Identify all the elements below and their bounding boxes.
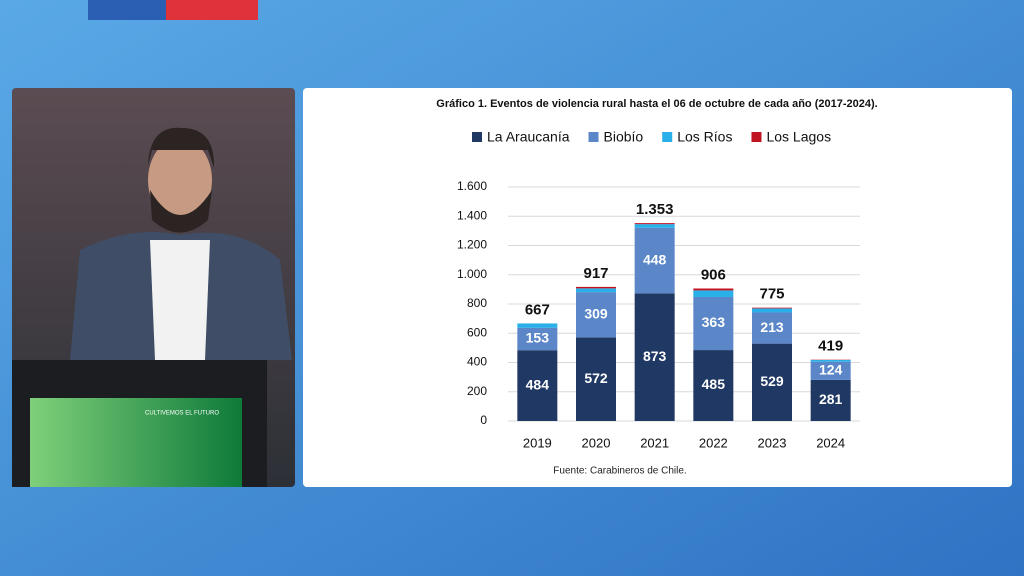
total-label: 906 [701, 266, 726, 283]
legend-label: La Araucanía [487, 129, 570, 145]
x-tick-label: 2023 [758, 435, 787, 450]
source: Fuente: Carabineros de Chile. [553, 466, 686, 477]
x-tick-label: 2020 [582, 435, 611, 450]
legend-swatch [588, 132, 599, 142]
data-label: 213 [760, 319, 784, 335]
legend-label: Los Ríos [677, 129, 732, 145]
legend-swatch [751, 132, 762, 142]
y-tick-label: 1.000 [457, 267, 487, 281]
x-tick-label: 2024 [816, 435, 845, 450]
total-label: 667 [525, 301, 550, 318]
data-label: 153 [526, 330, 550, 346]
bar-segment [693, 296, 734, 351]
total-label: 419 [818, 338, 843, 355]
y-tick-label: 800 [467, 296, 487, 310]
flag-red [166, 0, 258, 20]
bar-segment [517, 350, 558, 421]
legend-label: Los Lagos [766, 129, 831, 145]
y-tick-label: 1.200 [457, 238, 487, 252]
total-label: 1.353 [636, 201, 674, 218]
y-tick-label: 1.400 [457, 208, 487, 222]
bar-segment [752, 307, 792, 309]
y-tick-label: 0 [480, 413, 487, 427]
bar-segment [576, 292, 616, 338]
data-label: 484 [526, 376, 550, 392]
bar-segment [752, 308, 792, 313]
y-tick-label: 400 [467, 355, 487, 369]
bar-segment [634, 223, 675, 225]
video-panel: CULTIVEMOS EL FUTURO [12, 88, 295, 487]
bar-segment [634, 224, 675, 228]
bar-segment [752, 343, 792, 421]
data-label: 124 [819, 362, 843, 378]
bar-segment [576, 288, 616, 293]
bar-segment [693, 290, 734, 297]
chart-title: Gráfico 1. Eventos de violencia rural ha… [436, 98, 877, 110]
data-label: 529 [760, 373, 784, 389]
bar-segment [517, 327, 558, 351]
data-label: 873 [643, 348, 667, 364]
bar-segment [517, 323, 558, 328]
bar-segment [810, 361, 851, 380]
flag-blue [88, 0, 166, 20]
legend-swatch [472, 132, 482, 142]
legend-swatch [662, 132, 673, 142]
y-tick-label: 1.600 [457, 179, 487, 193]
bar-segment [576, 337, 616, 421]
bar-segment [576, 286, 616, 289]
data-label: 448 [643, 251, 667, 267]
data-label: 363 [702, 314, 726, 330]
data-label: 485 [702, 376, 726, 392]
total-label: 775 [759, 286, 784, 303]
data-label: 281 [819, 391, 843, 407]
legend-label: Biobío [604, 129, 644, 145]
total-label: 917 [583, 265, 608, 282]
bar-segment [693, 288, 734, 291]
bar-segment [634, 293, 675, 421]
x-tick-label: 2022 [699, 435, 728, 450]
data-label: 309 [584, 305, 608, 321]
podium-text: CULTIVEMOS EL FUTURO [145, 411, 219, 417]
bar-segment [810, 379, 851, 421]
bar-segment [693, 350, 734, 421]
y-tick-label: 600 [467, 325, 487, 339]
bar-segment [810, 360, 851, 362]
x-tick-label: 2021 [640, 435, 669, 450]
y-tick-label: 200 [467, 384, 487, 398]
data-label: 572 [584, 370, 608, 386]
bar-segment [634, 227, 675, 294]
bar-segment [752, 312, 792, 344]
x-tick-label: 2019 [523, 435, 552, 450]
